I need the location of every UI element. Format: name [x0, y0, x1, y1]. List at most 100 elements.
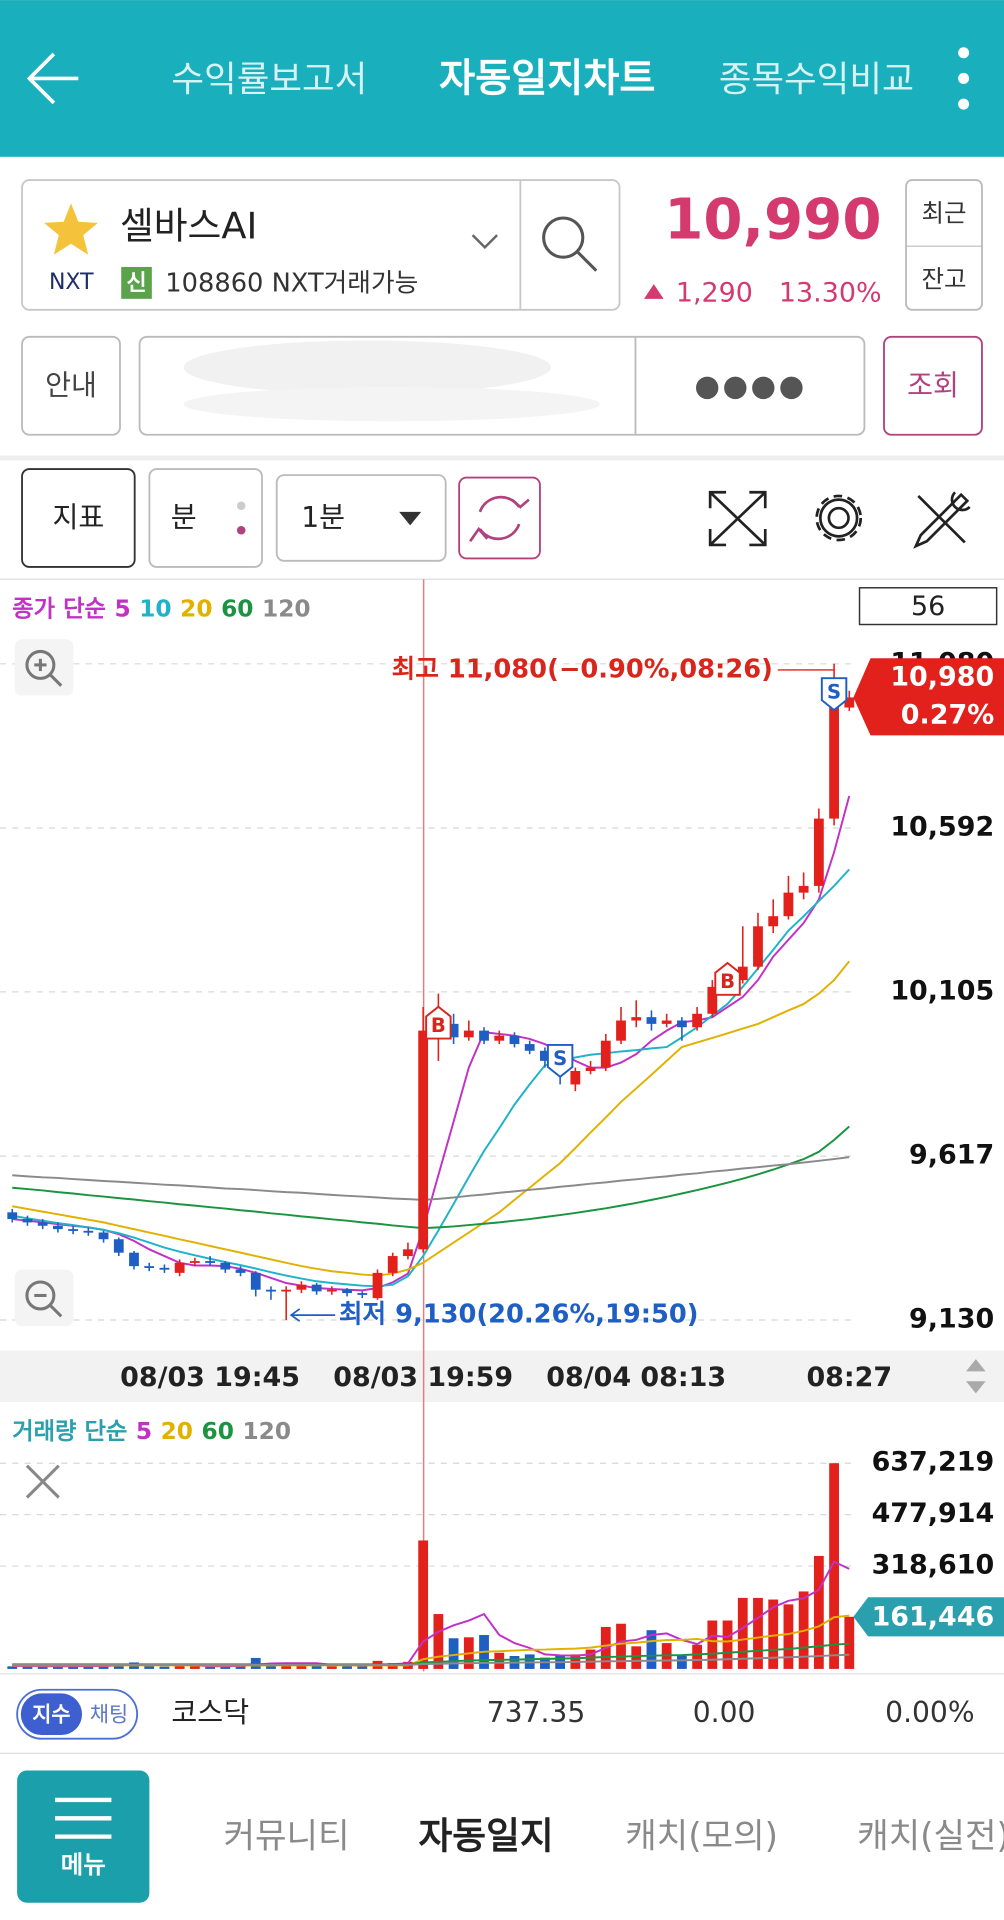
nav-item[interactable]: 커뮤니티 — [223, 1816, 349, 1856]
submit-button[interactable] — [883, 335, 983, 436]
period-select[interactable] — [275, 474, 447, 562]
toggle-label: 채팅 — [90, 1702, 128, 1726]
button[interactable]: 최근 — [921, 198, 966, 227]
legend-item: 5 — [136, 1418, 152, 1445]
button[interactable]: 잔고 — [921, 264, 966, 293]
period-label: 1분 — [301, 501, 345, 534]
volume-bar — [326, 1666, 337, 1669]
stock-selector[interactable] — [21, 179, 621, 311]
badge: 신 — [126, 271, 146, 296]
toggle-label: 지수 — [32, 1702, 70, 1726]
dropdown[interactable] — [471, 234, 498, 250]
volume-bar — [631, 1646, 642, 1669]
separator — [0, 455, 1004, 461]
candle-body — [753, 926, 763, 967]
volume-bar — [22, 1666, 33, 1669]
legend-item: 60 — [221, 595, 253, 622]
stock-code: 108860 NXT거래가능 — [165, 269, 418, 299]
favorite-star[interactable] — [44, 203, 98, 255]
candle-body — [189, 1261, 200, 1263]
volume-bar — [722, 1620, 733, 1669]
volume-bar — [418, 1540, 429, 1669]
more-button[interactable] — [958, 47, 970, 110]
password[interactable]: ●●●● — [694, 368, 806, 402]
volume-bar — [53, 1666, 63, 1669]
indicator-label: 지표 — [52, 501, 104, 534]
volume-bar — [7, 1666, 18, 1669]
volume-bar — [98, 1665, 109, 1669]
candle-body — [387, 1256, 398, 1273]
candle-body — [296, 1284, 307, 1290]
trade-marker-label: S — [553, 1047, 567, 1070]
close-volume[interactable] — [25, 1464, 60, 1499]
volume-bar — [616, 1623, 626, 1669]
zoom-out[interactable] — [14, 1269, 74, 1327]
volume-bar — [144, 1666, 155, 1669]
expand-button[interactable] — [708, 490, 767, 547]
price: 10,990 — [664, 188, 881, 253]
tab-active[interactable]: 자동일지차트 — [439, 56, 655, 101]
search-button[interactable] — [542, 216, 598, 272]
tab[interactable]: 수익률보고서 — [171, 59, 367, 100]
index-change: 0.00 — [693, 1696, 756, 1729]
candle-body — [403, 1249, 413, 1257]
index-rate: 0.00% — [885, 1696, 974, 1729]
header — [0, 0, 1004, 157]
toggle-active — [20, 1693, 83, 1736]
trade-marker — [714, 961, 741, 996]
legend-item: 10 — [139, 595, 171, 622]
nav-item-active[interactable]: 자동일지 — [419, 1814, 554, 1857]
candle-body — [37, 1222, 48, 1226]
volume-bar — [296, 1665, 307, 1669]
candle-body — [98, 1232, 109, 1240]
legend-item: 120 — [242, 1418, 291, 1445]
nav-item[interactable]: 캐치(실전) — [857, 1816, 1004, 1856]
candle-body — [798, 885, 809, 893]
ma-line — [12, 868, 850, 1288]
x-tick-label: 08:27 — [806, 1362, 892, 1393]
indicator-button[interactable] — [21, 468, 136, 568]
change: 1,290 — [676, 277, 753, 308]
candle-body — [783, 892, 794, 917]
settings-button[interactable] — [815, 494, 863, 542]
volume-bar — [357, 1665, 368, 1669]
volume-bar — [753, 1597, 763, 1669]
refresh-icon — [469, 495, 530, 543]
menu-icon — [55, 1797, 112, 1839]
volume-bar — [692, 1644, 703, 1669]
back-button[interactable] — [26, 52, 79, 105]
volume-bar — [676, 1656, 687, 1669]
y-tick-label: 477,914 — [872, 1498, 995, 1529]
scroll-down[interactable] — [966, 1381, 986, 1394]
last-rate: 0.27% — [901, 699, 994, 730]
unit-button[interactable] — [148, 468, 263, 568]
tab[interactable]: 종목수익비교 — [719, 59, 915, 100]
candle-body — [144, 1266, 155, 1268]
chart-layer: 종가 단순51020601209,1309,61710,10510,59211,… — [0, 595, 1004, 1669]
candle-body — [83, 1230, 94, 1233]
volume-bar — [266, 1664, 276, 1669]
candle-body — [205, 1261, 215, 1263]
candle-body — [342, 1289, 352, 1294]
guide-button[interactable] — [21, 335, 121, 436]
refresh-button[interactable] — [458, 476, 541, 560]
nav-item[interactable]: 캐치(모의) — [625, 1816, 778, 1856]
candle-body — [813, 818, 824, 886]
trade-marker-label: B — [720, 970, 735, 993]
last-price-tag — [853, 658, 1004, 736]
candle-body — [600, 1040, 611, 1068]
candle-body — [737, 966, 748, 981]
index-value: 737.35 — [487, 1696, 586, 1729]
trade-marker — [425, 1005, 452, 1040]
candle-body — [676, 1020, 687, 1028]
zoom-in[interactable] — [14, 639, 74, 696]
candle-body — [113, 1239, 124, 1253]
dot — [236, 501, 246, 511]
scroll-up[interactable] — [966, 1359, 986, 1372]
legend-item: 60 — [202, 1418, 234, 1445]
candle-body — [631, 1017, 642, 1021]
volume-bar — [311, 1666, 322, 1669]
tools-button[interactable] — [913, 491, 971, 549]
